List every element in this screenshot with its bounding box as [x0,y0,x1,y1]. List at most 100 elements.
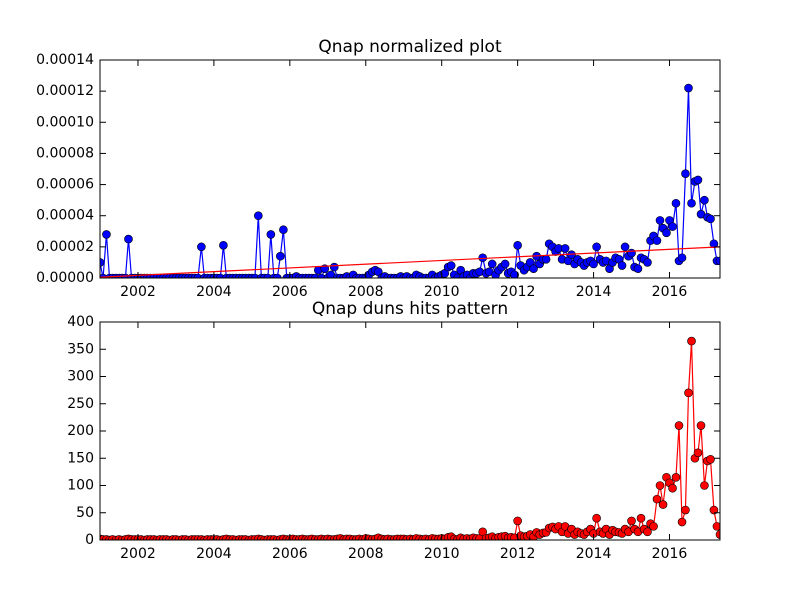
point [620,242,630,252]
y-tick-label: 350 [67,341,94,357]
x-tick-label: 2004 [196,284,232,300]
axes-frame [99,59,721,279]
point [541,255,551,264]
point [276,251,285,261]
x-tick-label: 2008 [348,546,384,562]
point [500,259,510,269]
point [643,258,652,267]
point [668,483,677,493]
point [693,448,703,458]
y-tick-label: 0.00002 [36,239,94,255]
y-tick-label: 0 [85,532,94,548]
point [643,527,652,537]
point [329,262,339,272]
point [700,195,709,205]
point [102,230,111,239]
point [513,516,522,526]
point [687,198,696,208]
x-tick-label: 2008 [348,284,384,300]
y-tick-label: 0.00012 [36,83,94,99]
point [687,336,696,346]
y-tick-label: 50 [76,505,94,521]
x-tick-label: 2010 [424,284,460,300]
x-tick-label: 2006 [272,284,308,300]
point [715,256,720,266]
point [279,225,288,235]
point [510,270,519,278]
x-tick-label: 2004 [196,546,232,562]
point [681,505,690,515]
point [273,273,282,278]
point [712,522,720,531]
y-tick-label: 0.00010 [36,114,94,130]
point [266,230,276,239]
point [627,516,636,526]
y-tick-label: 0.00008 [36,145,94,161]
point [668,222,677,231]
point [652,494,662,504]
point [681,169,690,178]
point [693,175,703,185]
point [100,258,105,267]
x-tick-label: 2010 [424,546,460,562]
point [529,264,538,273]
y-tick-label: 0.00014 [36,52,94,68]
point [684,83,693,93]
point [254,211,263,221]
point [655,216,665,225]
point [709,505,719,515]
x-tick-label: 2002 [120,284,156,300]
point [446,261,456,270]
point [706,455,715,464]
y-tick-label: 0.00006 [36,177,94,193]
point [193,273,203,278]
point [696,421,706,430]
plot-area [100,83,720,278]
y-tick-label: 250 [67,396,94,412]
point [250,273,260,278]
x-tick-label: 2002 [120,546,156,562]
point [684,388,693,398]
point [219,241,228,250]
chart-title: Qnap normalized plot [318,37,502,57]
y-tick-label: 300 [67,369,94,385]
x-tick-label: 2006 [272,546,308,562]
point [671,198,681,208]
point [592,513,601,523]
point [700,481,709,490]
point [658,500,668,509]
x-tick-label: 2014 [576,284,612,300]
point [671,473,681,482]
chart-title: Qnap duns hits pattern [312,299,508,319]
point [706,214,715,224]
point [592,242,601,252]
y-tick-label: 400 [67,314,94,330]
point [662,228,671,238]
y-tick-label: 0.00000 [36,270,94,286]
point [649,522,658,531]
x-tick-label: 2014 [576,546,612,562]
y-tick-label: 150 [67,450,94,466]
point [715,530,720,539]
point [633,264,643,273]
point [487,259,497,269]
point [636,513,646,523]
point [317,273,326,278]
x-tick-label: 2012 [500,546,536,562]
point [674,421,684,430]
y-tick-label: 0.00004 [36,208,94,224]
x-tick-label: 2016 [652,546,688,562]
point [677,517,687,527]
point [513,241,522,250]
x-tick-label: 2016 [652,284,688,300]
point [677,253,687,263]
point [589,259,598,269]
point [617,261,627,270]
point [655,481,665,490]
point [627,248,636,258]
series-line [100,246,720,278]
x-tick-label: 2012 [500,284,536,300]
